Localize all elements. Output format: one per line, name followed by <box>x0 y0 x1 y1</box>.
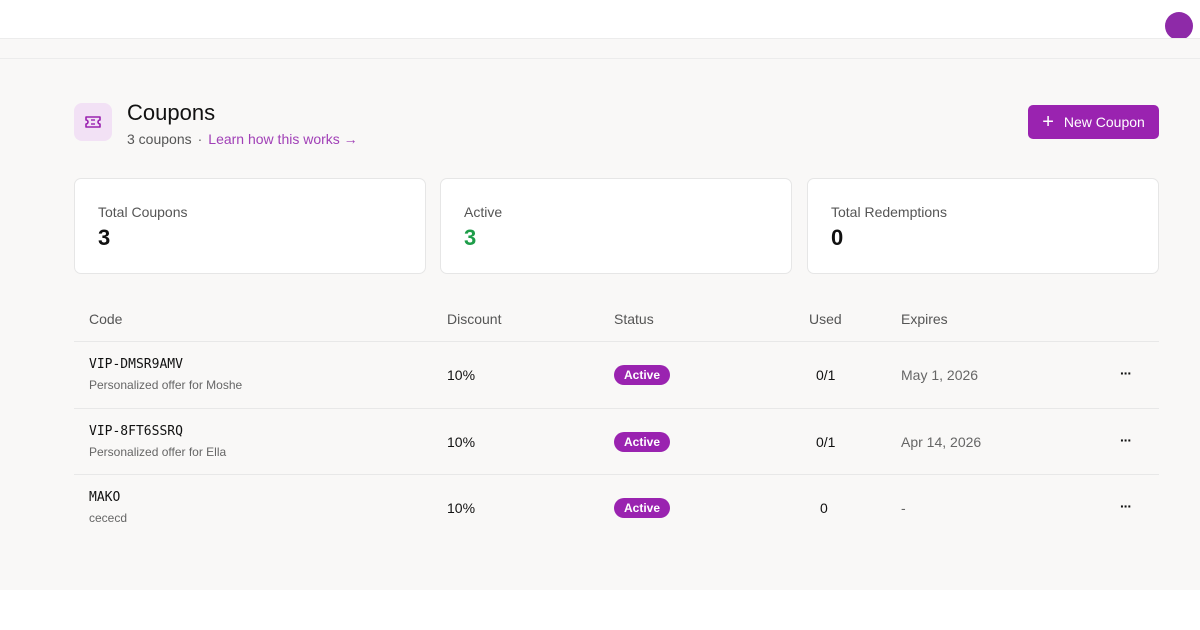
column-header-discount[interactable]: Discount <box>447 311 502 327</box>
expires-value: Apr 14, 2026 <box>901 434 982 450</box>
page-title: Coupons <box>127 100 216 125</box>
stat-card-total-coupons: Total Coupons 3 <box>74 178 426 274</box>
discount-value: 10% <box>447 367 476 383</box>
coupon-code: MAKO <box>89 490 121 505</box>
discount-value: 10% <box>447 434 476 450</box>
ticket-icon <box>74 103 112 141</box>
new-coupon-button[interactable]: + New Coupon <box>1028 105 1159 139</box>
stat-card-active: Active 3 <box>440 178 792 274</box>
coupon-code: VIP-DMSR9AMV <box>89 357 183 372</box>
learn-link[interactable]: Learn how this works → <box>208 131 358 147</box>
plus-icon: + <box>1042 111 1054 133</box>
column-header-status[interactable]: Status <box>614 311 654 327</box>
separator: · <box>197 131 203 147</box>
main-page: Coupons 3 coupons · Learn how this works →… <box>0 38 1200 590</box>
column-header-expires[interactable]: Expires <box>901 311 948 327</box>
status-badge: Active <box>614 432 671 452</box>
stat-value: 3 <box>98 225 111 250</box>
status-badge: Active <box>614 498 671 518</box>
discount-value: 10% <box>447 500 476 516</box>
table-row[interactable]: VIP-8FT6SSRQ Personalized offer for Ella… <box>74 408 1159 475</box>
page-subtitle: 3 coupons · Learn how this works → <box>127 131 358 147</box>
avatar-container <box>1150 0 1200 38</box>
coupon-description: Personalized offer for Ella <box>89 445 227 459</box>
stat-value: 3 <box>464 225 477 250</box>
top-bar <box>0 0 1200 38</box>
stat-label: Total Redemptions <box>831 204 947 220</box>
sub-bar <box>0 39 1200 59</box>
stat-value: 0 <box>831 225 844 250</box>
status-badge: Active <box>614 365 671 385</box>
stat-label: Total Coupons <box>98 204 188 220</box>
new-coupon-label: New Coupon <box>1063 114 1145 130</box>
stat-card-total-redemptions: Total Redemptions 0 <box>807 178 1159 274</box>
used-value: 0 <box>820 500 828 516</box>
coupon-code: VIP-8FT6SSRQ <box>89 424 183 439</box>
coupon-count: 3 coupons <box>127 131 192 147</box>
used-value: 0/1 <box>816 367 836 383</box>
stat-label: Active <box>464 204 503 220</box>
column-header-code[interactable]: Code <box>89 311 123 327</box>
used-value: 0/1 <box>816 434 836 450</box>
expires-value: - <box>901 500 906 516</box>
coupon-description: cececd <box>89 511 128 525</box>
expires-value: May 1, 2026 <box>901 367 979 383</box>
table-row[interactable]: VIP-DMSR9AMV Personalized offer for Mosh… <box>74 341 1159 408</box>
avatar[interactable] <box>1165 12 1193 38</box>
row-menu-icon[interactable]: ··· <box>1120 365 1132 381</box>
coupon-description: Personalized offer for Moshe <box>89 378 243 392</box>
table-row[interactable]: MAKO cececd 10% Active 0 - ··· <box>74 474 1159 541</box>
column-header-used[interactable]: Used <box>809 311 842 327</box>
row-menu-icon[interactable]: ··· <box>1120 432 1132 448</box>
row-menu-icon[interactable]: ··· <box>1120 498 1132 514</box>
